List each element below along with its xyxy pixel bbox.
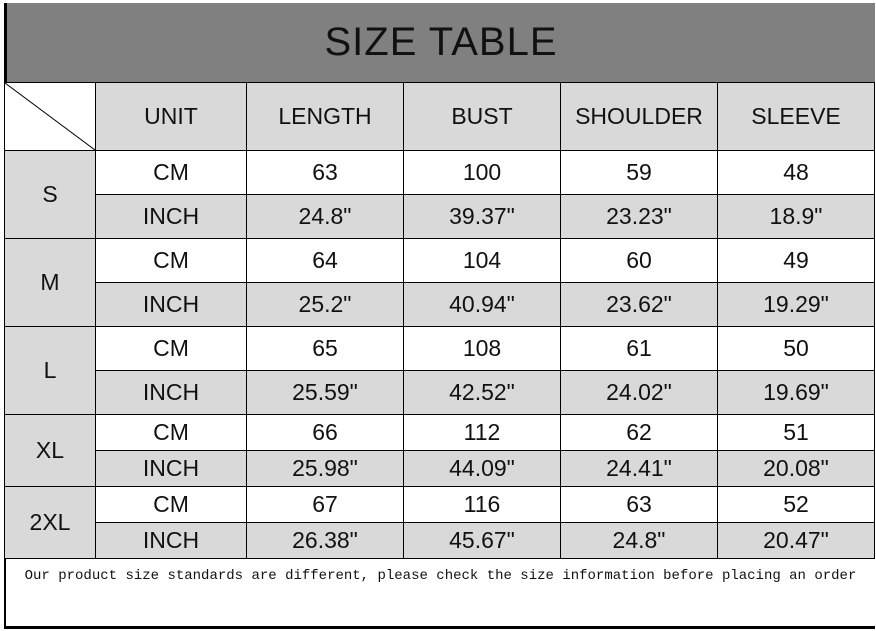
value-cell: 44.09" bbox=[403, 450, 561, 487]
size-label: XL bbox=[4, 414, 96, 487]
corner-cell bbox=[4, 82, 96, 151]
unit-cell: INCH bbox=[95, 370, 247, 415]
table-row: L CM 65 108 61 50 bbox=[4, 326, 875, 415]
value-cell: 51 bbox=[717, 414, 875, 451]
header-sleeve: SLEEVE bbox=[717, 82, 875, 151]
value-cell: 61 bbox=[560, 326, 718, 371]
size-label: M bbox=[4, 238, 96, 327]
table-row: M CM 64 104 60 49 bbox=[4, 238, 875, 327]
value-cell: 24.41" bbox=[560, 450, 718, 487]
unit-cell: INCH bbox=[95, 194, 247, 239]
value-cell: 26.38" bbox=[246, 522, 404, 559]
footer-note: Our product size standards are different… bbox=[4, 558, 875, 629]
value-cell: 67 bbox=[246, 486, 404, 523]
value-cell: 20.08" bbox=[717, 450, 875, 487]
header-unit: UNIT bbox=[95, 82, 247, 151]
size-table: UNIT LENGTH BUST SHOULDER SLEEVE S CM 63 10… bbox=[4, 82, 875, 559]
value-cell: 64 bbox=[246, 238, 404, 283]
unit-cell: INCH bbox=[95, 282, 247, 327]
unit-cell: CM bbox=[95, 150, 247, 195]
size-label: 2XL bbox=[4, 486, 96, 559]
value-cell: 39.37" bbox=[403, 194, 561, 239]
value-cell: 24.8" bbox=[560, 522, 718, 559]
value-cell: 40.94" bbox=[403, 282, 561, 327]
unit-cell: CM bbox=[95, 326, 247, 371]
value-cell: 66 bbox=[246, 414, 404, 451]
value-cell: 23.62" bbox=[560, 282, 718, 327]
table-row: INCH 25.2" 40.94" 23.62" 19.29" bbox=[5, 282, 875, 327]
value-cell: 45.67" bbox=[403, 522, 561, 559]
size-label: S bbox=[4, 150, 96, 239]
value-cell: 112 bbox=[403, 414, 561, 451]
value-cell: 24.02" bbox=[560, 370, 718, 415]
value-cell: 108 bbox=[403, 326, 561, 371]
value-cell: 104 bbox=[403, 238, 561, 283]
value-cell: 65 bbox=[246, 326, 404, 371]
value-cell: 52 bbox=[717, 486, 875, 523]
value-cell: 59 bbox=[560, 150, 718, 195]
header-length: LENGTH bbox=[246, 82, 404, 151]
value-cell: 116 bbox=[403, 486, 561, 523]
table-row: INCH 24.8" 39.37" 23.23" 18.9" bbox=[5, 194, 875, 239]
value-cell: 19.29" bbox=[717, 282, 875, 327]
value-cell: 63 bbox=[246, 150, 404, 195]
value-cell: 60 bbox=[560, 238, 718, 283]
size-label: L bbox=[4, 326, 96, 415]
value-cell: 25.2" bbox=[246, 282, 404, 327]
table-row: 2XL CM 67 116 63 52 bbox=[4, 486, 875, 559]
value-cell: 62 bbox=[560, 414, 718, 451]
value-cell: 20.47" bbox=[717, 522, 875, 559]
unit-cell: CM bbox=[95, 414, 247, 451]
value-cell: 25.59" bbox=[246, 370, 404, 415]
table-row: INCH 26.38" 45.67" 24.8" 20.47" bbox=[5, 522, 875, 559]
table-row: S CM 63 100 59 48 bbox=[4, 150, 875, 239]
value-cell: 100 bbox=[403, 150, 561, 195]
value-cell: 19.69" bbox=[717, 370, 875, 415]
value-cell: 23.23" bbox=[560, 194, 718, 239]
table-row: XL CM 66 112 62 51 bbox=[4, 414, 875, 487]
unit-cell: INCH bbox=[95, 450, 247, 487]
header-shoulder: SHOULDER bbox=[560, 82, 718, 151]
unit-cell: CM bbox=[95, 238, 247, 283]
unit-cell: CM bbox=[95, 486, 247, 523]
table-row: INCH 25.98" 44.09" 24.41" 20.08" bbox=[5, 450, 875, 487]
header-bust: BUST bbox=[403, 82, 561, 151]
value-cell: 48 bbox=[717, 150, 875, 195]
table-row: INCH 25.59" 42.52" 24.02" 19.69" bbox=[5, 370, 875, 415]
value-cell: 42.52" bbox=[403, 370, 561, 415]
value-cell: 25.98" bbox=[246, 450, 404, 487]
value-cell: 18.9" bbox=[717, 194, 875, 239]
diagonal-line bbox=[5, 83, 95, 150]
page-title: SIZE TABLE bbox=[4, 3, 875, 82]
value-cell: 50 bbox=[717, 326, 875, 371]
value-cell: 24.8" bbox=[246, 194, 404, 239]
unit-cell: INCH bbox=[95, 522, 247, 559]
value-cell: 49 bbox=[717, 238, 875, 283]
value-cell: 63 bbox=[560, 486, 718, 523]
header-row: UNIT LENGTH BUST SHOULDER SLEEVE bbox=[4, 82, 875, 151]
